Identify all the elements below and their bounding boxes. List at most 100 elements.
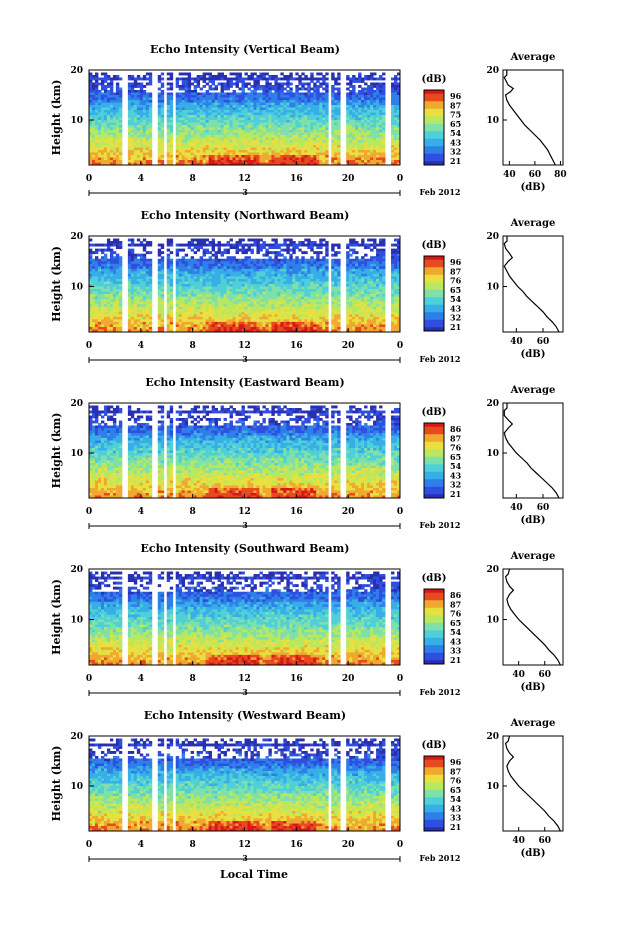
heat-cell <box>209 269 212 272</box>
heat-cell <box>358 123 361 126</box>
heat-cell <box>239 317 242 320</box>
heat-cell <box>277 120 280 123</box>
heat-cell <box>158 155 161 158</box>
heat-cell <box>230 95 233 98</box>
heat-cell <box>116 304 119 307</box>
heat-cell <box>259 125 262 128</box>
heat-cell <box>89 312 92 315</box>
heat-cell <box>349 138 352 141</box>
heat-cell <box>206 284 209 287</box>
heat-cell <box>209 297 212 300</box>
heat-cell <box>206 302 209 305</box>
heat-cell <box>355 123 358 126</box>
heat-cell <box>161 100 164 103</box>
heat-cell <box>322 103 325 106</box>
heat-cell <box>203 314 206 317</box>
heat-cell <box>391 113 394 116</box>
heat-cell <box>256 241 259 244</box>
heat-cell <box>110 309 113 312</box>
heat-cell <box>176 150 179 153</box>
heat-cell <box>331 78 334 81</box>
heat-cell <box>149 264 152 267</box>
heat-cell <box>242 103 245 106</box>
heat-cell <box>337 73 340 76</box>
heat-cell <box>161 95 164 98</box>
heat-cell <box>170 322 173 325</box>
heat-cell <box>259 130 262 133</box>
heat-cell <box>128 284 131 287</box>
heat-cell <box>230 302 233 305</box>
heat-cell <box>274 98 277 101</box>
heat-cell <box>161 135 164 138</box>
heat-cell <box>271 143 274 146</box>
heat-cell <box>352 150 355 153</box>
heat-cell <box>182 314 185 317</box>
heat-cell <box>319 95 322 98</box>
heat-cell <box>239 327 242 330</box>
heat-cell <box>376 85 379 88</box>
heat-cell <box>295 148 298 151</box>
heat-cell <box>143 128 146 131</box>
heat-cell <box>334 80 337 83</box>
heat-cell <box>349 160 352 163</box>
heat-cell <box>101 309 104 312</box>
heat-cell <box>227 83 230 86</box>
heat-cell <box>304 113 307 116</box>
heat-cell <box>280 150 283 153</box>
heat-cell <box>334 125 337 128</box>
heat-cell <box>116 115 119 118</box>
heat-cell <box>209 274 212 277</box>
heat-cell <box>197 284 200 287</box>
heat-cell <box>322 140 325 143</box>
heat-cell <box>265 153 268 156</box>
heat-cell <box>352 108 355 111</box>
heat-cell <box>373 120 376 123</box>
heat-cell <box>89 80 92 83</box>
heat-cell <box>325 145 328 148</box>
heat-cell <box>158 279 161 282</box>
heat-cell <box>253 274 256 277</box>
heat-cell <box>295 100 298 103</box>
heat-cell <box>179 314 182 317</box>
heat-cell <box>89 271 92 274</box>
heat-cell <box>212 241 215 244</box>
heat-cell <box>110 304 113 307</box>
heat-cell <box>367 153 370 156</box>
heat-cell <box>298 113 301 116</box>
heat-cell <box>206 105 209 108</box>
heat-cell <box>218 304 221 307</box>
heat-cell <box>191 120 194 123</box>
heat-cell <box>116 143 119 146</box>
heat-cell <box>149 292 152 295</box>
heat-cell <box>331 145 334 148</box>
heat-cell <box>209 110 212 113</box>
heat-cell <box>188 153 191 156</box>
heat-cell <box>161 284 164 287</box>
heat-cell <box>265 103 268 106</box>
heat-cell <box>247 138 250 141</box>
heat-cell <box>337 140 340 143</box>
heat-cell <box>101 281 104 284</box>
heat-cell <box>313 98 316 101</box>
heat-cell <box>98 145 101 148</box>
heat-cell <box>221 289 224 292</box>
heat-cell <box>364 115 367 118</box>
heat-cell <box>194 289 197 292</box>
heat-cell <box>376 78 379 81</box>
heat-cell <box>209 271 212 274</box>
heat-cell <box>289 123 292 126</box>
heat-cell <box>304 83 307 86</box>
heat-cell <box>197 143 200 146</box>
heat-cell <box>319 128 322 131</box>
heat-cell <box>292 100 295 103</box>
heat-cell <box>274 113 277 116</box>
heat-cell <box>113 304 116 307</box>
heat-cell <box>89 259 92 262</box>
heat-cell <box>227 85 230 88</box>
heat-cell <box>376 95 379 98</box>
heat-cell <box>128 135 131 138</box>
heat-cell <box>370 125 373 128</box>
heat-cell <box>382 160 385 163</box>
heat-cell <box>158 304 161 307</box>
heat-cell <box>89 110 92 113</box>
